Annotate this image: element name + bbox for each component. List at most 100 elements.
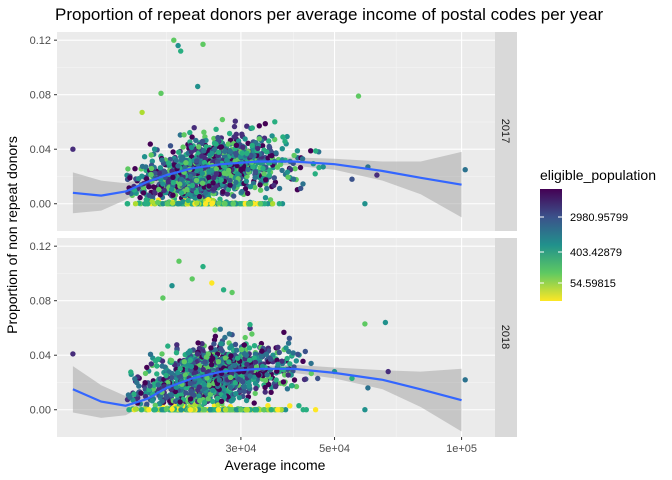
data-point — [159, 351, 165, 357]
data-point — [286, 335, 293, 341]
data-point — [246, 379, 252, 385]
data-point — [240, 379, 246, 385]
data-point — [215, 359, 222, 365]
data-point — [300, 181, 306, 187]
data-point — [195, 83, 201, 90]
data-point — [269, 133, 275, 139]
data-point — [232, 134, 238, 140]
data-point — [160, 201, 166, 207]
data-point — [189, 134, 195, 140]
data-point — [200, 366, 206, 373]
data-point — [178, 157, 185, 163]
data-point — [288, 383, 295, 389]
data-point — [263, 377, 269, 384]
data-point — [218, 341, 224, 347]
data-point — [144, 364, 150, 371]
data-point — [142, 380, 148, 386]
data-point — [247, 184, 254, 190]
data-point — [170, 149, 176, 155]
data-point — [199, 170, 205, 177]
legend: eligible_population 2980.95799 403.42879 5… — [540, 167, 656, 301]
data-point — [180, 199, 186, 205]
data-point — [246, 383, 252, 389]
data-point — [262, 121, 268, 127]
data-point — [215, 149, 222, 155]
data-point — [196, 193, 203, 200]
data-point — [178, 48, 184, 54]
data-point — [296, 403, 302, 409]
data-point — [210, 175, 217, 181]
data-point — [159, 157, 165, 163]
data-point — [256, 372, 262, 378]
data-point — [196, 144, 202, 150]
data-point — [275, 344, 281, 350]
data-point — [313, 148, 319, 154]
data-point — [189, 276, 195, 282]
data-point — [252, 174, 258, 181]
data-point — [137, 194, 143, 201]
x-axis: 3e+04 5e+04 1e+05 — [225, 437, 477, 455]
data-point — [253, 407, 260, 413]
data-point — [148, 361, 154, 367]
data-point — [201, 399, 208, 406]
data-point — [159, 398, 165, 404]
data-point — [243, 352, 250, 358]
data-point — [299, 156, 306, 162]
data-point — [165, 343, 171, 349]
data-point — [143, 196, 149, 203]
data-point — [192, 365, 199, 371]
data-point — [226, 359, 232, 365]
data-point — [209, 150, 215, 157]
data-point — [161, 187, 167, 193]
smooth-line-path — [72, 160, 462, 197]
data-point — [132, 406, 139, 412]
data-point — [144, 401, 150, 407]
data-point — [247, 321, 253, 328]
data-point — [284, 355, 290, 362]
data-point — [249, 331, 255, 337]
data-point — [385, 368, 391, 375]
data-point — [141, 154, 148, 160]
data-point — [238, 167, 244, 174]
data-point — [157, 165, 164, 171]
data-point — [187, 380, 193, 387]
data-point — [244, 123, 250, 129]
data-point — [218, 398, 225, 404]
data-point — [252, 359, 259, 366]
facet-strip — [495, 32, 517, 231]
data-point — [209, 398, 216, 405]
data-point — [204, 375, 210, 381]
data-point — [230, 201, 236, 207]
data-point — [209, 201, 215, 207]
data-point — [171, 37, 177, 43]
data-point — [197, 378, 203, 384]
facet-strip-label: 2018 — [499, 325, 511, 349]
data-point — [250, 164, 256, 170]
data-point — [132, 166, 138, 172]
legend-label: 2980.95799 — [570, 212, 628, 224]
data-point — [237, 201, 243, 207]
data-point — [151, 146, 158, 152]
data-point — [209, 167, 215, 173]
data-point — [257, 187, 264, 193]
data-point — [201, 148, 207, 154]
data-point — [125, 166, 131, 172]
data-point — [143, 176, 150, 182]
data-point — [355, 93, 362, 99]
data-point — [225, 141, 231, 147]
data-point — [197, 397, 203, 404]
data-point — [208, 362, 215, 368]
data-point — [213, 171, 220, 177]
data-point — [128, 369, 134, 375]
data-point — [146, 184, 152, 190]
data-point — [176, 258, 182, 264]
data-point — [196, 393, 202, 399]
data-point — [177, 132, 183, 138]
data-point — [268, 389, 274, 395]
smooth-line — [72, 160, 462, 197]
data-point — [251, 400, 257, 406]
data-point — [262, 195, 269, 201]
data-point — [168, 357, 175, 364]
point-layer — [70, 258, 468, 413]
legend-label: 403.42879 — [570, 247, 622, 259]
